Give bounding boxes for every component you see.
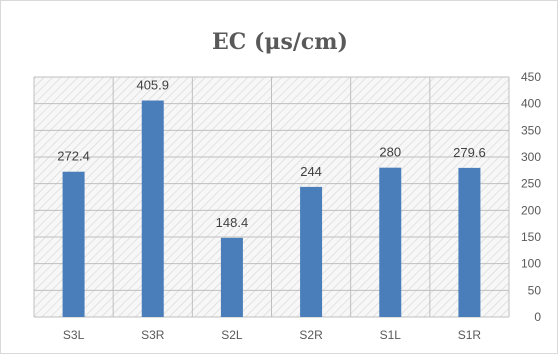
x-tick-label: S2L (221, 328, 243, 342)
y-tick-label: 0 (534, 310, 541, 324)
data-label: 244 (300, 164, 322, 179)
x-tick-label: S3R (141, 328, 165, 342)
y-axis-ticks: 0 50 100 150 200 250 300 350 400 450 (521, 70, 541, 324)
data-label: 405.9 (136, 78, 169, 93)
bar (300, 186, 323, 317)
chart-title: EC (μs/cm) (212, 29, 348, 55)
data-label: 279.6 (453, 145, 486, 160)
y-tick-label: 200 (521, 203, 541, 217)
bar (458, 167, 481, 317)
x-tick-label: S1L (380, 328, 402, 342)
gridlines (33, 76, 510, 318)
data-label: 272.4 (57, 149, 90, 164)
y-tick-label: 400 (521, 97, 541, 111)
data-labels: 272.4 405.9 148.4 244 280 279.6 (57, 78, 485, 230)
y-tick-label: 450 (521, 70, 541, 84)
x-tick-label: S2R (299, 328, 323, 342)
bars (62, 100, 481, 318)
data-label: 148.4 (216, 215, 249, 230)
x-axis-ticks: S3L S3R S2L S2R S1L S1R (63, 328, 482, 342)
y-tick-label: 50 (528, 283, 542, 297)
y-tick-label: 300 (521, 150, 541, 164)
y-tick-label: 150 (521, 230, 541, 244)
x-tick-label: S1R (458, 328, 482, 342)
y-tick-label: 100 (521, 257, 541, 271)
bar (141, 100, 164, 318)
y-tick-label: 250 (521, 177, 541, 191)
bar (379, 167, 402, 317)
x-tick-label: S3L (63, 328, 85, 342)
data-label: 280 (379, 145, 401, 160)
bar (220, 237, 243, 317)
bar (62, 171, 85, 317)
y-tick-label: 350 (521, 123, 541, 137)
